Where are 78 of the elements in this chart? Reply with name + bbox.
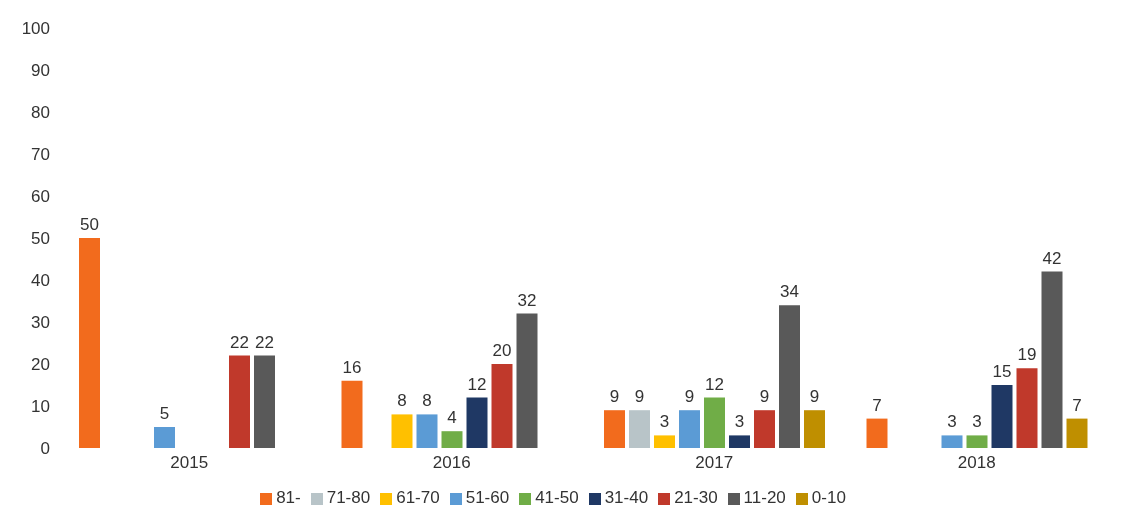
data-label: 50 <box>80 215 99 234</box>
bar <box>516 313 538 448</box>
data-label: 22 <box>230 332 249 352</box>
bar <box>391 414 413 448</box>
bar <box>866 418 888 448</box>
y-tick-label: 80 <box>31 103 50 123</box>
data-label: 32 <box>517 290 537 310</box>
bar <box>754 410 775 448</box>
data-label: 22 <box>255 332 274 352</box>
bar <box>654 435 675 448</box>
data-label: 12 <box>705 374 724 394</box>
data-label: 9 <box>634 387 645 407</box>
bar <box>941 435 963 448</box>
bar <box>1066 418 1088 448</box>
bar <box>416 414 438 448</box>
data-label: 8 <box>422 391 432 411</box>
data-label: 15 <box>992 362 1012 381</box>
data-label: 19 <box>1017 345 1037 365</box>
y-tick-label: 30 <box>31 313 50 333</box>
bar <box>154 427 175 448</box>
bar <box>991 385 1013 448</box>
bar <box>629 410 650 448</box>
data-label: 7 <box>1072 395 1082 415</box>
y-tick-label: 40 <box>31 271 50 291</box>
y-tick-label: 100 <box>21 19 50 39</box>
bar <box>254 355 275 448</box>
bar <box>729 435 750 448</box>
x-tick-label: 2016 <box>432 453 471 473</box>
data-label: 12 <box>467 374 487 394</box>
x-tick-label: 2015 <box>170 453 209 473</box>
x-tick-label: 2018 <box>957 453 996 473</box>
bar <box>779 305 800 448</box>
bar <box>441 431 463 448</box>
y-tick-label: 0 <box>40 439 50 459</box>
data-label: 7 <box>872 395 882 415</box>
bar <box>79 238 100 448</box>
bar <box>1041 271 1063 448</box>
legend-label: 71-80 <box>326 488 371 507</box>
y-tick-label: 50 <box>31 229 50 249</box>
y-tick-label: 20 <box>31 355 50 375</box>
legend-label: 11-20 <box>743 488 786 507</box>
legend-label: 81- <box>276 488 301 507</box>
legend-label: 0-10 <box>811 488 846 507</box>
data-label: 9 <box>809 387 820 407</box>
data-label: 20 <box>492 341 512 360</box>
legend-label: 41-50 <box>535 488 579 507</box>
y-tick-label: 60 <box>31 187 50 207</box>
bar <box>604 410 625 448</box>
bar <box>804 410 825 448</box>
legend-label: 31-40 <box>604 488 649 507</box>
data-label: 8 <box>397 391 407 411</box>
data-label: 4 <box>447 408 457 428</box>
bar <box>229 355 250 448</box>
data-label: 3 <box>972 412 982 432</box>
legend-label: 21-30 <box>674 488 718 507</box>
data-label: 3 <box>659 412 670 432</box>
bar <box>1016 368 1038 448</box>
legend-label: 61-70 <box>396 488 440 507</box>
data-label: 16 <box>342 357 362 377</box>
bar <box>491 364 513 448</box>
x-tick-label: 2017 <box>695 453 734 473</box>
data-label: 9 <box>609 387 620 407</box>
data-label: 9 <box>684 387 695 407</box>
y-tick-label: 10 <box>31 397 50 417</box>
y-tick-label: 90 <box>31 61 50 81</box>
bar <box>704 397 725 448</box>
data-label: 3 <box>734 412 745 432</box>
data-label: 42 <box>1042 248 1062 268</box>
bar <box>966 435 988 448</box>
data-label: 5 <box>159 404 170 423</box>
legend-label: 51-60 <box>465 488 510 507</box>
data-label: 9 <box>759 387 770 407</box>
data-label: 3 <box>947 412 957 432</box>
data-label: 34 <box>780 282 799 302</box>
bar <box>679 410 700 448</box>
bar <box>341 380 363 448</box>
y-tick-label: 70 <box>31 145 50 165</box>
bar <box>466 397 488 448</box>
